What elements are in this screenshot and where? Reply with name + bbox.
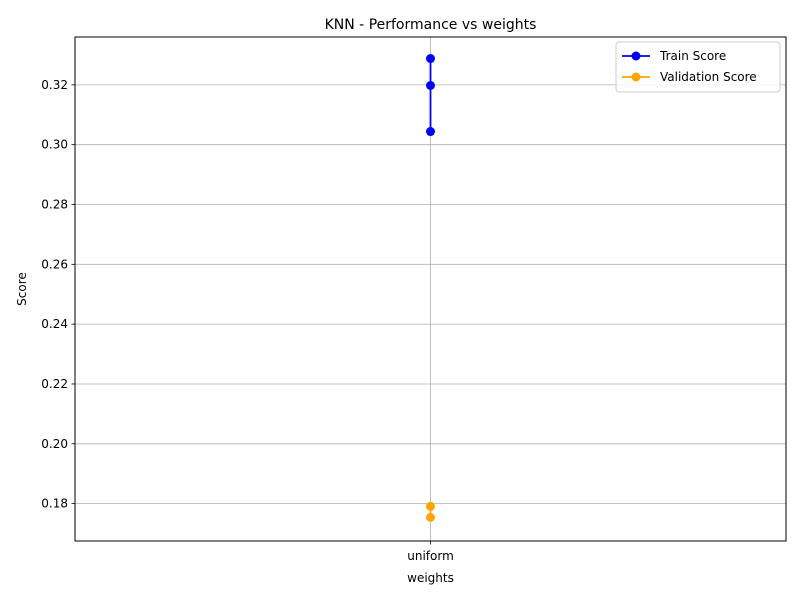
- y-tick-label: 0.24: [41, 317, 68, 331]
- y-tick-label: 0.22: [41, 377, 68, 391]
- y-tick-label: 0.30: [41, 138, 68, 152]
- legend-marker-1: [631, 72, 641, 82]
- chart-title: KNN - Performance vs weights: [325, 17, 537, 33]
- legend-box: [615, 41, 781, 93]
- legend-label-1: Validation Score: [660, 70, 757, 84]
- legend-marker-0: [631, 51, 641, 61]
- y-axis-label: Score: [15, 272, 29, 306]
- y-tick-label: 0.20: [41, 437, 68, 451]
- x-tick-label: uniform: [407, 549, 454, 563]
- y-tick-label: 0.18: [41, 497, 68, 511]
- data-point-0-1: [426, 80, 435, 90]
- y-tick-label: 0.28: [41, 198, 68, 212]
- legend-label-0: Train Score: [659, 49, 726, 63]
- x-axis-label: weights: [407, 571, 454, 585]
- data-point-1-0: [426, 501, 435, 511]
- series-layer: [426, 54, 435, 522]
- data-point-0-2: [426, 127, 435, 137]
- data-point-1-1: [426, 512, 435, 522]
- ticks-layer: 0.18 0.20 0.22 0.24 0.26 0.28 0.30 0.32 uniform: [41, 78, 453, 563]
- data-point-0-0: [426, 54, 435, 64]
- y-tick-label: 0.32: [41, 78, 68, 92]
- y-tick-label: 0.26: [41, 257, 68, 271]
- legend: Train Score Validation Score: [615, 41, 781, 93]
